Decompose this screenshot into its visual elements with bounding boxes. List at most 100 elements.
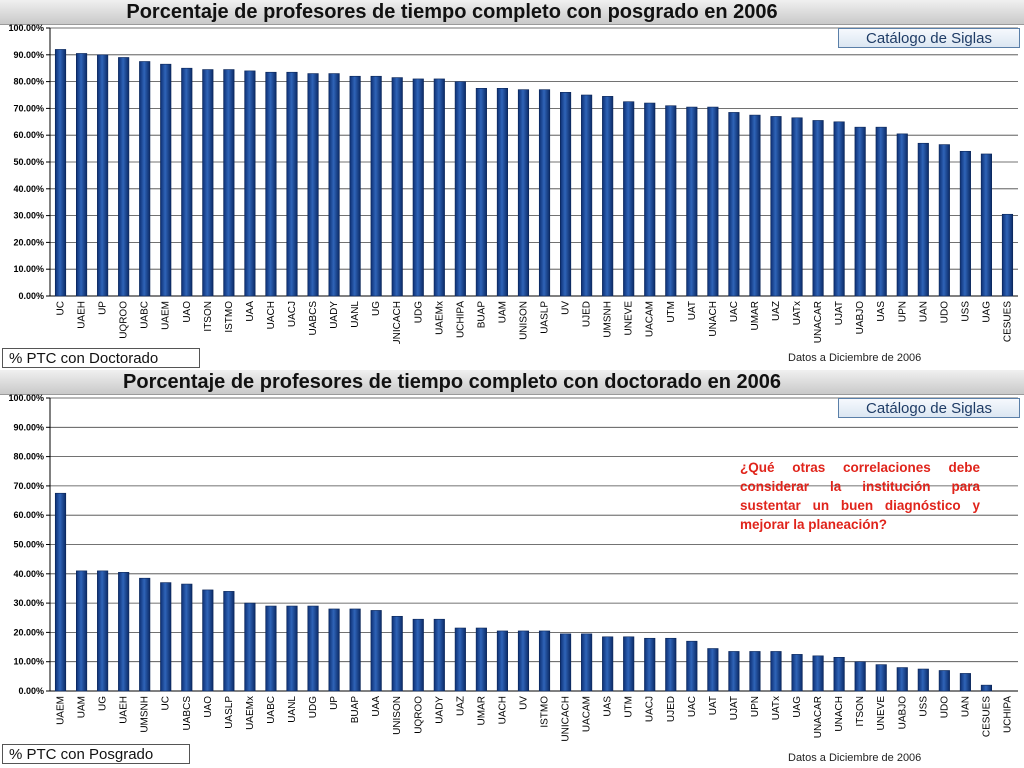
x-tick-label: UAM — [77, 696, 88, 718]
bar-utm — [623, 636, 635, 692]
x-tick-label: UDO — [939, 696, 950, 718]
x-tick-label: UNACAR — [813, 696, 824, 738]
bar-uqroo — [118, 57, 130, 297]
bar-uqroo — [412, 618, 424, 692]
bar-udg — [412, 78, 424, 297]
x-tick-label: UG — [98, 696, 109, 711]
bar-ujat — [728, 651, 740, 692]
bar-ujed — [665, 637, 677, 692]
x-tick-label: UJAT — [729, 696, 740, 720]
x-tick-label: UACAM — [645, 301, 656, 337]
x-tick-label: UNISON — [392, 696, 403, 735]
x-tick-label: UCHIPA — [1002, 696, 1013, 733]
bar-uabc — [265, 605, 277, 692]
bar-uneve — [875, 664, 887, 692]
x-tick-label: UAM — [497, 301, 508, 323]
x-tick-label: UDG — [308, 696, 319, 718]
bar-umsnh — [139, 577, 151, 692]
bar-uss — [959, 150, 971, 297]
x-tick-label: UAZ — [771, 301, 782, 321]
bar-uady — [433, 618, 445, 692]
x-tick-label: ITSON — [855, 696, 866, 727]
x-tick-label: UJAT — [834, 301, 845, 325]
bar-uan — [959, 673, 971, 692]
x-tick-label: CESUES — [1002, 301, 1013, 342]
x-tick-label: UNACH — [708, 301, 719, 337]
bar-uacam — [644, 102, 656, 297]
bar-uaz — [770, 116, 782, 297]
x-tick-label: USS — [918, 696, 929, 717]
bar-cesues — [1001, 213, 1014, 297]
bar-istmo — [538, 630, 551, 692]
x-tick-label: UTM — [624, 696, 635, 718]
x-tick-label: UAEH — [77, 301, 88, 329]
x-tick-label: UNACH — [834, 696, 845, 732]
x-tick-label: USS — [960, 301, 971, 322]
y-tick-label: 10.00% — [13, 657, 44, 667]
bar-upn — [749, 651, 761, 692]
bar-udg — [307, 605, 319, 692]
bar-umar — [749, 114, 761, 297]
x-tick-label: UNISON — [518, 301, 529, 340]
bar-uam — [76, 570, 88, 692]
x-tick-label: UAEM — [56, 696, 67, 725]
bar-ug — [370, 75, 382, 297]
bar-uas — [602, 636, 614, 692]
bar-buap — [475, 88, 487, 297]
top-chart-title: Porcentaje de profesores de tiempo compl… — [126, 1, 778, 23]
bar-uacj — [286, 71, 298, 297]
x-tick-label: UAG — [981, 301, 992, 323]
bar-uv — [517, 630, 530, 692]
bar-udo — [938, 670, 950, 692]
x-tick-label: UAC — [687, 696, 698, 717]
x-tick-label: UABC — [266, 696, 277, 724]
ptc-posgrado-button[interactable]: % PTC con Posgrado — [2, 744, 190, 764]
x-tick-label: UAS — [876, 301, 887, 322]
bar-uabc — [139, 61, 151, 297]
x-tick-label: UABJO — [897, 696, 908, 730]
x-tick-label: UJED — [666, 696, 677, 722]
x-tick-label: UAT — [708, 696, 719, 715]
y-tick-label: 100.00% — [8, 24, 44, 33]
bar-uaslp — [223, 591, 235, 692]
x-tick-label: UANL — [287, 696, 298, 723]
x-tick-label: UADY — [434, 696, 445, 724]
x-tick-label: UAN — [960, 696, 971, 717]
bottom-chart-title-bar: Porcentaje de profesores de tiempo compl… — [0, 370, 1024, 395]
x-tick-label: UACH — [497, 696, 508, 724]
bar-uabjo — [896, 667, 908, 692]
x-tick-label: UABC — [140, 301, 151, 329]
y-tick-label: 0.00% — [18, 291, 44, 301]
x-tick-label: UQROO — [413, 696, 424, 734]
ptc-doctorado-button[interactable]: % PTC con Doctorado — [2, 348, 200, 368]
x-tick-label: UJED — [582, 301, 593, 327]
bar-uaem — [160, 63, 172, 297]
bar-uach — [265, 71, 277, 297]
bar-umsnh — [602, 96, 614, 297]
y-tick-label: 60.00% — [13, 510, 44, 520]
top-chart-title-bar: Porcentaje de profesores de tiempo compl… — [0, 0, 1024, 25]
bar-unacar — [812, 655, 824, 692]
bar-unach — [707, 106, 719, 297]
top-catalog-button[interactable]: Catálogo de Siglas — [838, 28, 1020, 48]
y-tick-label: 40.00% — [13, 184, 44, 194]
bar-uss — [917, 668, 929, 692]
top-bar-chart: 0.00% 10.00% 20.00% 30.00% 40.00% 50.00% 60.00… — [8, 24, 1018, 344]
bar-uady — [328, 73, 340, 297]
x-tick-label: UQROO — [119, 301, 130, 339]
bar-unison — [517, 89, 530, 297]
x-tick-label: UDG — [413, 301, 424, 323]
bar-istmo — [223, 69, 235, 297]
bottom-chart-panel: Porcentaje de profesores de tiempo compl… — [0, 370, 1024, 768]
x-tick-label: CESUES — [981, 696, 992, 737]
x-tick-label: UC — [161, 696, 172, 710]
x-tick-label: UABJO — [855, 301, 866, 335]
bar-uatx — [770, 651, 782, 692]
x-tick-label: UMSNH — [140, 696, 151, 733]
bar-uanl — [349, 75, 361, 297]
x-tick-label: BUAP — [476, 301, 487, 329]
bar-uaeh — [76, 53, 88, 297]
x-tick-label: UV — [518, 696, 529, 710]
bottom-catalog-button[interactable]: Catálogo de Siglas — [838, 398, 1020, 418]
x-tick-label: UAEMx — [245, 696, 256, 730]
